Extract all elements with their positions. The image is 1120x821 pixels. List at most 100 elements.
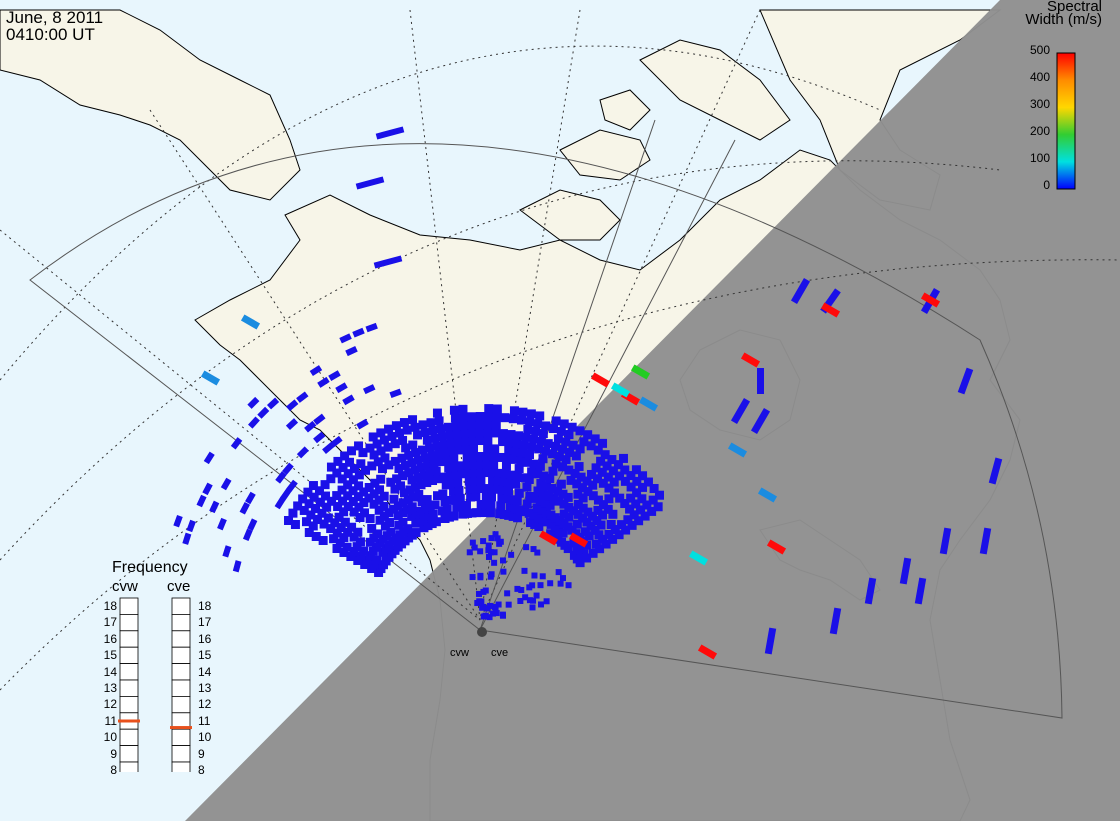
echo-cell	[451, 470, 461, 480]
echo-cell	[420, 428, 430, 438]
frequency-bars	[118, 597, 192, 772]
echo-cell	[688, 550, 709, 566]
echo-cell	[405, 485, 415, 495]
echo-cell	[484, 412, 494, 422]
colorbar-tick-200: 200	[1029, 124, 1050, 138]
echo-cell	[564, 430, 574, 440]
echo-cell	[355, 512, 365, 522]
echo-cell	[432, 441, 442, 451]
echo-cell	[551, 416, 561, 426]
echo-cell	[550, 441, 560, 451]
echo-cell	[379, 491, 389, 501]
echo-cell	[482, 468, 492, 478]
echo-cell	[553, 434, 563, 444]
echo-cell	[390, 456, 400, 466]
echo-cell	[509, 406, 519, 416]
frequency-cell	[171, 630, 191, 648]
island-1	[519, 189, 621, 241]
echo-cell	[485, 553, 492, 560]
echo-cell	[790, 277, 811, 305]
echo-cell	[222, 545, 232, 558]
frequency-scale-left: 9	[110, 746, 117, 761]
echo-cell	[399, 418, 409, 428]
echo-cell	[637, 494, 647, 504]
echo-cell	[957, 367, 974, 395]
echo-cell	[242, 528, 253, 542]
echo-cell	[398, 435, 408, 445]
echo-cell	[459, 420, 469, 430]
echo-cell	[485, 542, 492, 549]
echo-cell	[342, 394, 355, 406]
echo-cell	[475, 428, 485, 438]
echo-cell	[498, 485, 508, 495]
echo-cell	[430, 500, 440, 510]
frequency-title: Frequency	[112, 559, 188, 576]
echo-cell	[498, 437, 508, 447]
frequency-scale-left: 11	[104, 713, 117, 728]
echo-cell	[468, 436, 478, 446]
echo-cell	[638, 471, 648, 481]
echo-cell	[425, 468, 435, 478]
echo-cell	[530, 546, 537, 553]
echo-cell	[606, 520, 616, 530]
echo-cell	[493, 610, 500, 617]
echo-cell	[559, 499, 569, 509]
echo-cell	[638, 482, 648, 492]
echo-cell	[416, 463, 426, 473]
echo-cell	[510, 504, 520, 514]
echo-cell	[488, 468, 498, 478]
echo-cell	[578, 493, 588, 503]
echo-cell	[449, 405, 459, 415]
echo-cell	[541, 421, 551, 431]
frequency-cell	[171, 597, 191, 615]
echo-cell	[766, 539, 787, 555]
echo-cell	[329, 534, 339, 544]
echo-cell	[427, 451, 437, 461]
frequency-scale-right: 17	[198, 615, 212, 630]
echo-cell	[326, 524, 336, 534]
echo-cell	[697, 644, 718, 660]
echo-cell	[452, 502, 462, 512]
echo-cell	[534, 549, 541, 556]
echo-cell	[518, 586, 525, 593]
echo-cell	[424, 511, 434, 521]
echo-cell	[740, 352, 761, 368]
echo-cell	[598, 534, 608, 544]
echo-cell	[462, 508, 472, 518]
echo-cell	[590, 434, 600, 444]
echo-cell	[464, 476, 474, 486]
echo-cell	[327, 496, 337, 506]
echo-cell	[525, 492, 535, 502]
echo-cell	[326, 474, 336, 484]
echo-cell	[247, 518, 258, 531]
echo-cell	[538, 488, 548, 498]
echo-cell	[353, 492, 363, 502]
echo-cell	[407, 511, 417, 521]
echo-cell	[428, 426, 438, 436]
echo-cell	[353, 527, 363, 537]
echo-cell	[323, 513, 333, 523]
echo-cell	[654, 490, 664, 500]
echo-cell	[487, 492, 497, 502]
echo-cell	[568, 532, 589, 548]
echo-cell	[573, 499, 583, 509]
echo-cell	[577, 483, 587, 493]
echo-cell	[461, 436, 471, 446]
landmass-siberia	[0, 9, 301, 201]
echo-cell	[491, 420, 501, 430]
echo-cell	[389, 504, 399, 514]
echo-cell	[564, 512, 574, 522]
echo-cell	[337, 474, 347, 484]
echo-cell	[288, 508, 298, 518]
echo-cell	[384, 424, 394, 434]
echo-cell	[349, 464, 359, 474]
echo-cell	[516, 415, 526, 425]
echo-cell	[588, 491, 598, 501]
echo-cell	[296, 391, 309, 403]
frequency-scale-left: 18	[103, 599, 117, 613]
echo-cell	[239, 501, 250, 515]
echo-cell	[340, 451, 350, 461]
frequency-cell	[171, 761, 191, 772]
echo-cell	[588, 480, 598, 490]
